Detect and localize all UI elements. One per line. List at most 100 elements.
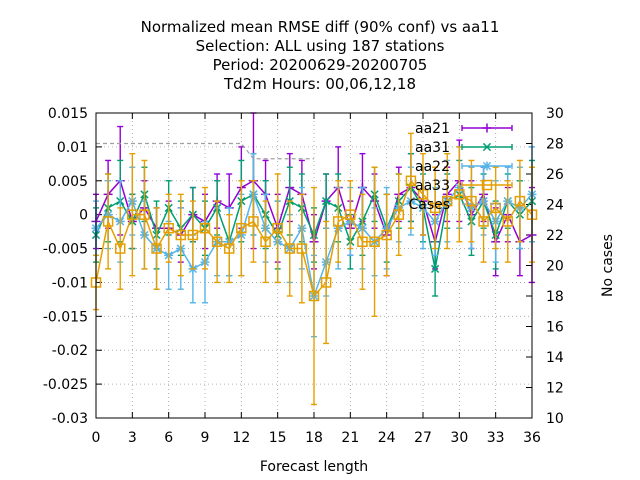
title-line: Td2m Hours: 00,06,12,18 xyxy=(223,75,416,93)
y-axis-ticks: 0.015 0.01 0.005 0 -0.005 -0.01 -0.015 -0.02 -0.… xyxy=(43,106,102,427)
error-bar xyxy=(444,152,451,250)
data-point xyxy=(248,216,259,227)
legend-marker xyxy=(481,179,493,191)
y2-tick-label: 30 xyxy=(546,106,564,122)
error-bar xyxy=(420,152,426,236)
error-bar xyxy=(359,193,366,290)
legend-label: aa22 xyxy=(415,159,450,175)
title-line: Normalized mean RMSE diff (90% conf) vs … xyxy=(141,18,500,36)
data-point xyxy=(223,243,235,254)
error-bar xyxy=(492,166,499,250)
x-tick-label: 6 xyxy=(164,430,173,446)
x-tick-label: 24 xyxy=(378,430,396,446)
data-point xyxy=(417,189,429,200)
error-bar xyxy=(347,180,354,250)
data-point xyxy=(308,290,320,302)
data-point xyxy=(490,202,501,214)
error-bar xyxy=(274,173,281,284)
y-tick-label: -0.02 xyxy=(52,343,88,359)
error-bar xyxy=(141,159,148,270)
y2-tick-label: 28 xyxy=(546,137,564,153)
legend-marker xyxy=(482,123,492,133)
y2-tick-label: 16 xyxy=(546,320,564,336)
data-point xyxy=(441,195,453,207)
data-point xyxy=(102,216,114,227)
x-tick-label: 30 xyxy=(450,430,468,446)
data-point xyxy=(381,229,392,241)
legend-entry-aa33: aa33 xyxy=(415,178,513,194)
error-bar xyxy=(383,193,390,277)
error-bar xyxy=(323,220,330,345)
data-point xyxy=(454,189,465,200)
legend-entry-aa31: aa31 xyxy=(415,140,513,156)
data-point xyxy=(514,195,526,207)
title-line: Period: 20200629-20200705 xyxy=(213,56,428,74)
error-bar xyxy=(238,180,245,277)
data-point xyxy=(296,243,308,254)
x-tick-label: 15 xyxy=(269,430,287,446)
y-tick-label: 0 xyxy=(79,208,88,224)
x-tick-label: 9 xyxy=(201,430,210,446)
data-point xyxy=(332,216,344,227)
legend-label: aa33 xyxy=(415,178,450,194)
y2-axis-label: No cases xyxy=(600,234,616,297)
error-bar xyxy=(504,180,511,263)
data-point xyxy=(284,243,296,254)
error-bar xyxy=(177,193,184,277)
y-tick-label: -0.025 xyxy=(43,377,88,393)
series-cases xyxy=(96,142,314,160)
data-point xyxy=(405,175,417,187)
y2-axis-ticks: 30 28 26 24 22 20 18 16 14 12 10 xyxy=(526,106,564,427)
data-point xyxy=(139,209,150,220)
series-line xyxy=(96,142,314,160)
chart-title: Normalized mean RMSE diff (90% conf) vs … xyxy=(141,18,500,93)
legend-entry-aa22: aa22 xyxy=(415,159,513,175)
plot-frame xyxy=(95,112,533,419)
x-tick-label: 18 xyxy=(305,430,323,446)
data-point xyxy=(199,222,211,234)
data-point xyxy=(478,216,489,227)
data-point xyxy=(430,264,440,274)
error-bar xyxy=(516,159,523,243)
data-point xyxy=(187,229,199,241)
data-point xyxy=(320,277,332,288)
x-tick-label: 3 xyxy=(128,430,137,446)
data-point xyxy=(163,222,174,234)
data-point xyxy=(272,222,283,234)
series xyxy=(90,112,538,406)
error-bar xyxy=(165,193,172,263)
data-point xyxy=(369,236,380,248)
legend-marker xyxy=(482,142,492,152)
data-point xyxy=(393,209,405,220)
error-bar xyxy=(117,207,124,290)
error-bar xyxy=(202,186,208,270)
y-tick-label: -0.005 xyxy=(43,242,88,258)
x-tick-label: 21 xyxy=(341,430,359,446)
error-bar xyxy=(262,200,269,284)
error-bar xyxy=(105,173,112,270)
data-point xyxy=(151,243,162,254)
x-tick-label: 12 xyxy=(232,430,250,446)
error-bar xyxy=(214,200,221,284)
error-bar xyxy=(298,193,305,304)
y2-tick-label: 26 xyxy=(546,167,564,183)
y-tick-label: -0.03 xyxy=(52,411,88,427)
data-point xyxy=(357,236,368,248)
data-point xyxy=(466,195,477,207)
data-point xyxy=(345,209,356,220)
data-point xyxy=(429,202,441,214)
y-tick-label: 0.015 xyxy=(48,106,88,122)
legend-label: aa21 xyxy=(415,121,450,137)
legend-label: Cases xyxy=(408,197,450,213)
y2-tick-label: 18 xyxy=(546,289,564,305)
error-bar xyxy=(250,180,257,263)
x-tick-label: 27 xyxy=(414,430,432,446)
data-point xyxy=(127,209,138,220)
error-bar xyxy=(226,213,233,284)
error-bar xyxy=(286,200,293,297)
error-bar xyxy=(371,166,378,318)
data-point xyxy=(260,236,271,248)
y2-tick-label: 22 xyxy=(546,228,564,244)
data-point xyxy=(211,236,223,248)
error-bar xyxy=(129,152,136,277)
